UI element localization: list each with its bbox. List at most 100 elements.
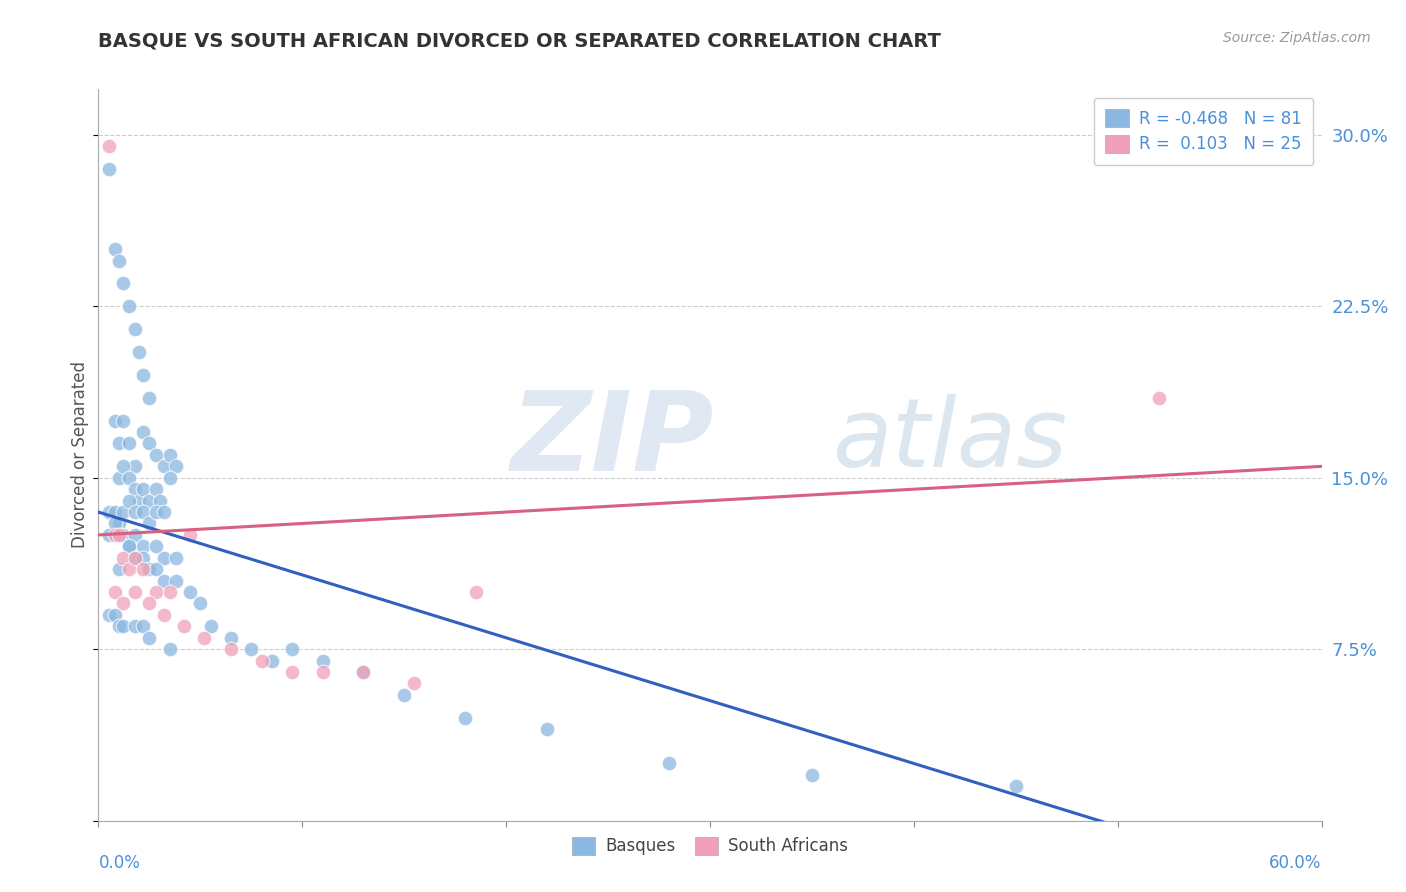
Point [219,642,242,657]
Point [108,471,131,485]
Point [132,368,155,382]
Point [104,607,127,622]
Text: ZIP: ZIP [510,387,714,494]
Text: 60.0%: 60.0% [1270,854,1322,871]
Point [108,516,131,531]
Point [152,550,174,565]
Point [132,425,155,439]
Point [118,539,141,553]
Point [128,345,150,359]
Point [145,562,167,576]
Point [124,322,146,336]
Point [124,619,146,633]
Point [124,482,146,496]
Point [165,459,187,474]
Text: 0.0%: 0.0% [98,854,141,871]
Point [138,493,160,508]
Point [111,505,134,519]
Point [108,528,131,542]
Point [111,528,134,542]
Point [352,665,374,679]
Point [104,414,127,428]
Point [132,505,155,519]
Point [118,471,141,485]
Point [138,436,160,450]
Point [179,528,201,542]
Point [132,539,155,553]
Point [111,619,134,633]
Text: Source: ZipAtlas.com: Source: ZipAtlas.com [1223,31,1371,45]
Point [352,665,374,679]
Point [219,631,242,645]
Point [124,459,146,474]
Point [104,516,127,531]
Point [108,436,131,450]
Point [138,631,160,645]
Point [104,585,127,599]
Point [801,768,824,782]
Point [152,505,174,519]
Point [124,585,146,599]
Point [281,642,304,657]
Point [111,550,134,565]
Point [128,493,150,508]
Point [124,550,146,565]
Point [145,505,167,519]
Point [111,459,134,474]
Point [97,139,120,153]
Point [111,597,134,611]
Point [536,723,558,737]
Point [118,436,141,450]
Point [138,516,160,531]
Point [97,505,120,519]
Point [250,654,273,668]
Point [138,391,160,405]
Point [108,253,131,268]
Point [152,459,174,474]
Point [118,539,141,553]
Point [145,448,167,462]
Point [124,505,146,519]
Point [464,585,486,599]
Point [132,482,155,496]
Text: atlas: atlas [832,393,1067,487]
Point [145,482,167,496]
Point [149,493,172,508]
Point [159,642,181,657]
Point [1147,391,1170,405]
Point [454,711,477,725]
Point [240,642,263,657]
Point [165,550,187,565]
Point [392,688,416,702]
Point [97,607,120,622]
Point [165,574,187,588]
Point [193,631,215,645]
Point [108,619,131,633]
Point [312,654,335,668]
Point [124,550,146,565]
Legend: Basques, South Africans: Basques, South Africans [560,825,860,867]
Point [179,585,201,599]
Point [281,665,304,679]
Point [111,414,134,428]
Y-axis label: Divorced or Separated: Divorced or Separated [72,361,90,549]
Point [132,550,155,565]
Point [159,471,181,485]
Point [658,756,681,771]
Point [145,539,167,553]
Point [138,597,160,611]
Point [1004,780,1026,794]
Point [404,676,426,690]
Point [260,654,283,668]
Point [104,242,127,256]
Point [312,665,335,679]
Point [200,619,222,633]
Point [104,505,127,519]
Point [159,448,181,462]
Point [159,585,181,599]
Point [104,528,127,542]
Point [132,619,155,633]
Point [173,619,195,633]
Point [118,562,141,576]
Point [111,277,134,291]
